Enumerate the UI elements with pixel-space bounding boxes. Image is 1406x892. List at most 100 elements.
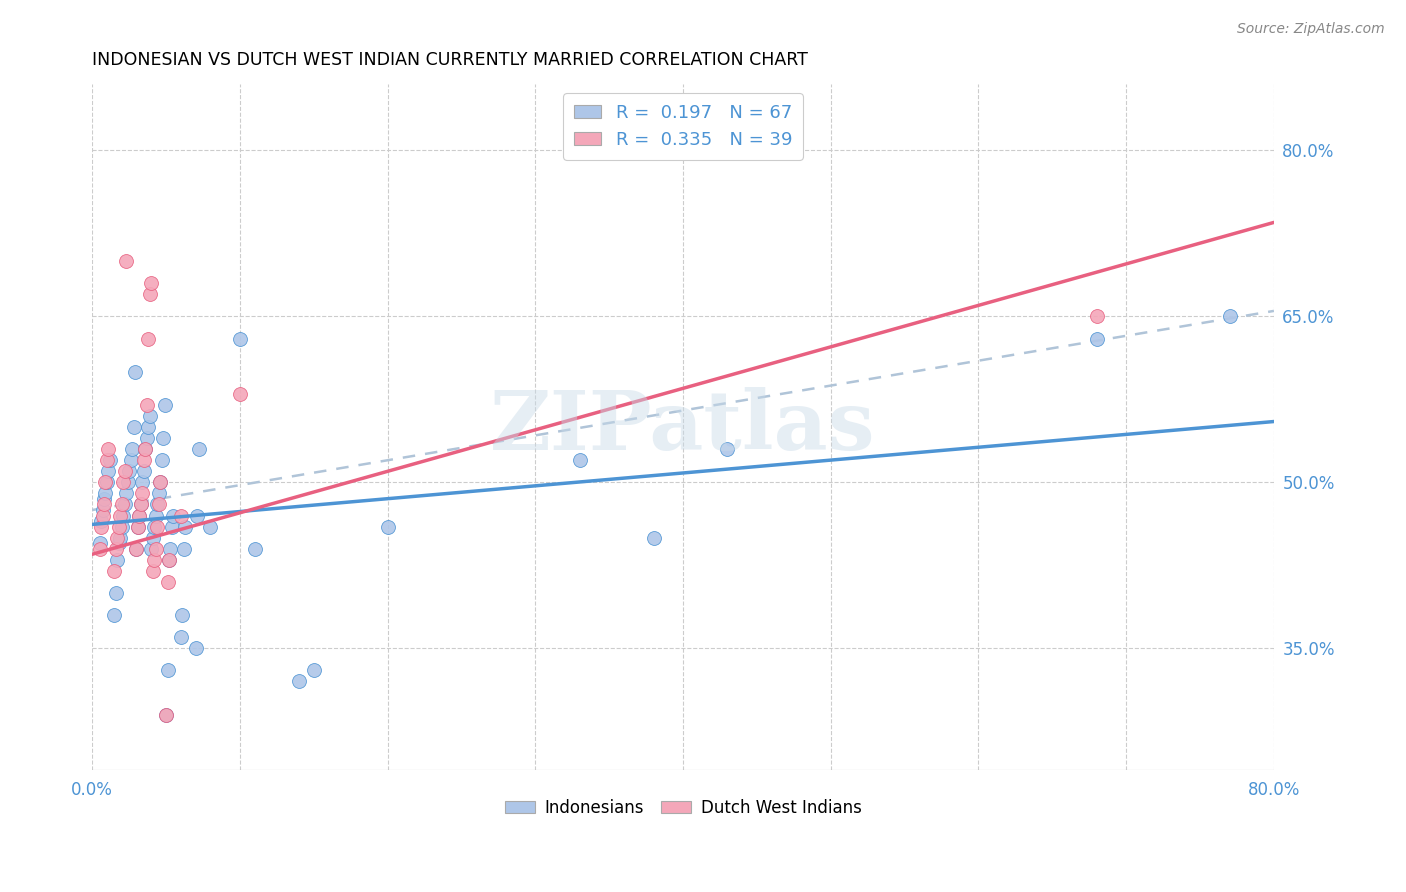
Point [143, 553, 166, 567]
Point [377, 519, 399, 533]
Point [93, 491, 115, 506]
Point [97, 442, 120, 457]
Point [94, 475, 117, 490]
Point [716, 442, 738, 457]
Point [187, 442, 209, 457]
Point [141, 277, 163, 291]
Point [155, 707, 177, 722]
Point [145, 541, 167, 556]
Point [107, 536, 129, 550]
Point [132, 464, 155, 478]
Point [90, 514, 112, 528]
Point [115, 486, 138, 500]
Point [127, 519, 149, 533]
Point [131, 486, 153, 500]
Point [121, 442, 143, 457]
Point [568, 453, 591, 467]
Point [135, 398, 157, 412]
Point [170, 630, 193, 644]
Point [136, 420, 159, 434]
Point [103, 564, 125, 578]
Point [112, 508, 135, 523]
Point [173, 541, 195, 556]
Point [115, 254, 138, 268]
Legend: Indonesians, Dutch West Indians: Indonesians, Dutch West Indians [498, 792, 869, 823]
Point [105, 531, 128, 545]
Point [152, 431, 174, 445]
Point [229, 332, 252, 346]
Point [117, 475, 139, 490]
Point [288, 674, 311, 689]
Point [136, 332, 159, 346]
Point [302, 664, 325, 678]
Point [159, 541, 181, 556]
Point [110, 531, 132, 545]
Point [156, 664, 179, 678]
Point [114, 498, 136, 512]
Point [143, 519, 166, 533]
Point [146, 519, 169, 533]
Point [174, 519, 197, 533]
Point [1085, 332, 1108, 346]
Point [142, 531, 165, 545]
Point [111, 519, 134, 533]
Point [229, 387, 252, 401]
Text: ZIPatlas: ZIPatlas [491, 387, 876, 467]
Point [112, 475, 135, 490]
Point [97, 464, 120, 478]
Point [162, 508, 184, 523]
Point [90, 519, 112, 533]
Point [105, 553, 128, 567]
Point [1219, 310, 1241, 324]
Point [91, 508, 114, 523]
Point [139, 409, 162, 423]
Point [160, 519, 183, 533]
Point [156, 574, 179, 589]
Point [139, 287, 162, 301]
Point [149, 475, 172, 490]
Point [157, 553, 180, 567]
Point [120, 453, 142, 467]
Point [155, 707, 177, 722]
Point [146, 498, 169, 512]
Point [104, 541, 127, 556]
Point [150, 453, 173, 467]
Point [114, 464, 136, 478]
Point [1085, 310, 1108, 324]
Point [129, 498, 152, 512]
Point [103, 608, 125, 623]
Point [170, 508, 193, 523]
Point [89, 536, 111, 550]
Point [172, 608, 194, 623]
Point [94, 486, 117, 500]
Point [93, 498, 115, 512]
Point [89, 541, 111, 556]
Point [127, 519, 149, 533]
Text: INDONESIAN VS DUTCH WEST INDIAN CURRENTLY MARRIED CORRELATION CHART: INDONESIAN VS DUTCH WEST INDIAN CURRENTL… [93, 51, 808, 69]
Point [125, 541, 148, 556]
Point [111, 498, 134, 512]
Point [153, 398, 176, 412]
Point [110, 508, 132, 523]
Point [643, 531, 665, 545]
Point [134, 442, 156, 457]
Point [135, 431, 157, 445]
Point [96, 475, 118, 490]
Text: Source: ZipAtlas.com: Source: ZipAtlas.com [1237, 22, 1385, 37]
Point [131, 475, 153, 490]
Point [186, 508, 208, 523]
Point [134, 442, 156, 457]
Point [124, 365, 146, 379]
Point [129, 498, 152, 512]
Point [98, 453, 121, 467]
Point [149, 475, 172, 490]
Point [128, 508, 150, 523]
Point [122, 420, 145, 434]
Point [125, 541, 148, 556]
Point [104, 586, 127, 600]
Point [142, 564, 165, 578]
Point [91, 503, 114, 517]
Point [118, 464, 141, 478]
Point [128, 508, 150, 523]
Point [243, 541, 266, 556]
